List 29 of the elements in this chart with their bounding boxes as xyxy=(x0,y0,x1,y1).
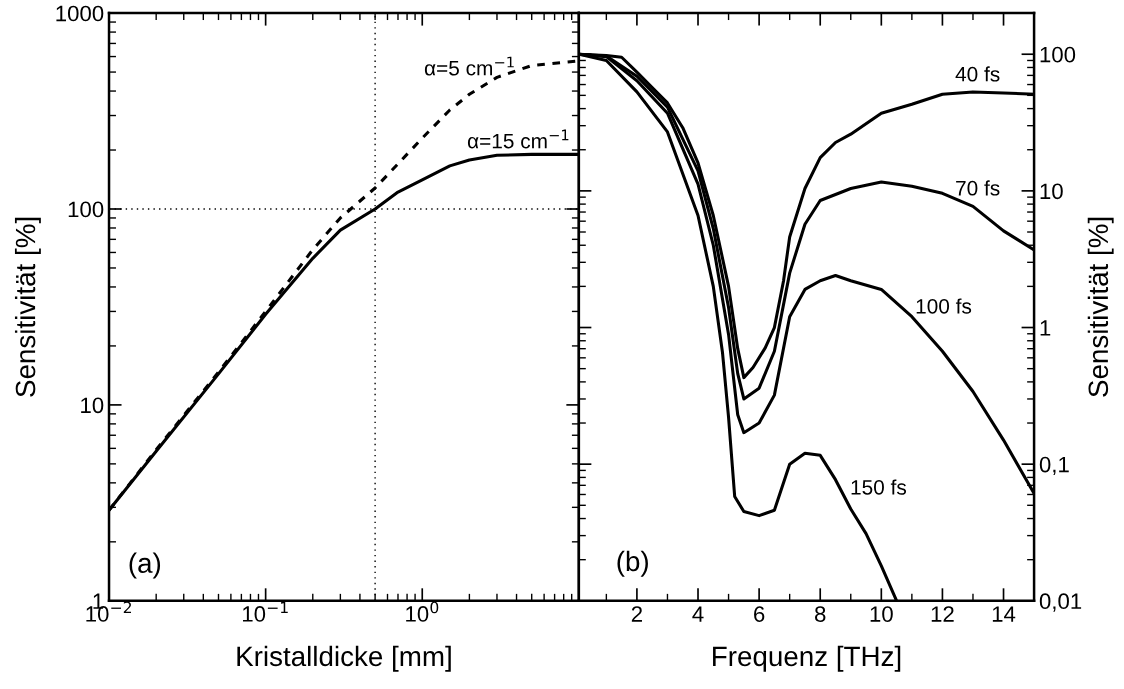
y2-tick-label: 1 xyxy=(1040,320,1051,336)
y2-tick-label: 0,1 xyxy=(1039,456,1069,476)
x-tick-label: 10$^{−1}$ xyxy=(243,601,288,622)
x-tick-label: 14 xyxy=(992,606,1016,622)
annotation: 150 fs xyxy=(851,479,907,495)
x-tick-label: 8 xyxy=(815,606,826,622)
annotation: 100 fs xyxy=(916,298,972,314)
y-tick-label: 10 xyxy=(81,397,104,414)
annotation: α=15 cm$^{−1}$ xyxy=(467,129,569,149)
y-axis-title: Sensitivität [%] xyxy=(14,217,41,397)
annotation: (b) xyxy=(617,550,648,577)
x-tick-label: 4 xyxy=(692,606,704,622)
y2-tick-label: 100 xyxy=(1040,46,1076,63)
annotation: 40 fs xyxy=(955,66,1000,82)
y2-tick-label: 10 xyxy=(1040,183,1063,200)
x-tick-label: 10$^{0}$ xyxy=(406,601,439,622)
y2-axis-title: Sensitivität [%] xyxy=(1087,217,1114,397)
x-axis-title: Kristalldicke [mm] xyxy=(237,645,451,672)
y-tick-label: 100 xyxy=(68,201,104,218)
x-tick-label: 12 xyxy=(931,606,954,622)
annotation: α=5 cm$^{−1}$ xyxy=(424,56,514,76)
x-axis-title: Frequenz [THz] xyxy=(713,645,901,672)
x-tick-label: 2 xyxy=(631,606,642,622)
annotation: (a) xyxy=(129,552,161,579)
annotation: 70 fs xyxy=(956,180,1000,196)
y-tick-label: 1000 xyxy=(56,5,104,22)
x-tick-label: 6 xyxy=(754,606,765,622)
y2-tick-label: 0,01 xyxy=(1039,593,1082,612)
x-tick-label: 10 xyxy=(870,606,893,622)
